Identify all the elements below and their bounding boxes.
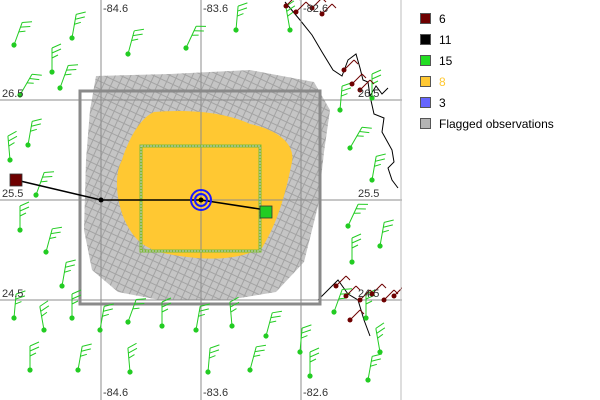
wind-barb bbox=[193, 303, 210, 333]
wind-barb bbox=[97, 303, 114, 333]
outer-analysis-box bbox=[78, 89, 322, 306]
wind-barb bbox=[43, 226, 63, 255]
station-marker bbox=[283, 0, 300, 9]
forecast-cone bbox=[116, 111, 293, 259]
station-marker bbox=[369, 283, 387, 297]
wind-barb bbox=[229, 296, 240, 329]
longitude-label-top: -83.6 bbox=[203, 3, 228, 15]
longitude-label-bottom: -84.6 bbox=[103, 387, 128, 399]
tick-labels: -84.6 -84.6 -83.6 -83.6 -82.6 -82.6 26.5 26.5 25… bbox=[2, 3, 379, 399]
latitude-label-left: 24.5 bbox=[2, 288, 23, 300]
station-marker bbox=[357, 79, 375, 93]
station-marker bbox=[341, 59, 359, 73]
legend-swatch bbox=[420, 13, 431, 24]
wind-barb bbox=[369, 69, 382, 101]
legend-label: Flagged observations bbox=[439, 116, 554, 131]
station-marker bbox=[343, 285, 361, 299]
legend-label: 11 bbox=[439, 32, 452, 47]
wind-barb bbox=[377, 219, 394, 249]
wind-barb bbox=[49, 43, 62, 75]
track-point bbox=[98, 197, 104, 203]
wind-barb bbox=[57, 64, 79, 91]
wind-barb bbox=[33, 171, 55, 198]
wind-barb bbox=[125, 298, 147, 325]
wind-barb bbox=[363, 289, 376, 321]
wind-barb bbox=[345, 203, 368, 229]
station-marker bbox=[391, 287, 402, 299]
wind-barb bbox=[347, 126, 372, 151]
latitude-label-right: 26.5 bbox=[358, 88, 379, 100]
latitude-label-left: 25.5 bbox=[2, 188, 23, 200]
wind-barb bbox=[159, 297, 172, 329]
inner-grey-box bbox=[140, 145, 261, 252]
station-marker bbox=[319, 3, 337, 17]
latitude-label-right: 25.5 bbox=[358, 188, 379, 200]
wind-barb bbox=[127, 342, 138, 375]
latitude-label-right: 24.5 bbox=[358, 288, 379, 300]
legend-label: 3 bbox=[439, 95, 446, 110]
longitude-label-top: -82.6 bbox=[303, 3, 328, 15]
wind-barb bbox=[337, 82, 352, 113]
station-marker bbox=[347, 309, 365, 323]
wind-barbs bbox=[7, 0, 394, 383]
map-canvas[interactable]: -84.6 -84.6 -83.6 -83.6 -82.6 -82.6 26.5 26.5 25… bbox=[0, 0, 402, 400]
wind-barb bbox=[125, 28, 145, 57]
legend-label: 15 bbox=[439, 53, 453, 68]
longitude-label-bottom: -83.6 bbox=[203, 387, 228, 399]
station-marker bbox=[293, 1, 311, 15]
wind-barb bbox=[331, 288, 353, 315]
station-marker bbox=[349, 73, 367, 87]
track-square-marker bbox=[9, 173, 23, 187]
legend-item: 3 bbox=[420, 92, 595, 113]
storm-center-marker bbox=[190, 189, 212, 211]
legend-item: 8 bbox=[420, 71, 595, 92]
wind-barb bbox=[369, 153, 386, 183]
wind-barb bbox=[247, 344, 267, 373]
wind-barb bbox=[69, 11, 86, 41]
station-marker bbox=[333, 275, 351, 289]
wind-barb bbox=[297, 324, 312, 355]
legend-swatch bbox=[420, 34, 431, 45]
wind-barb bbox=[307, 347, 320, 379]
wind-barb bbox=[59, 259, 76, 289]
wind-barb bbox=[7, 130, 18, 163]
latitude-label-left: 26.5 bbox=[2, 88, 23, 100]
legend-swatch bbox=[420, 97, 431, 108]
legend: 6 11 15 8 3 Flagged observations bbox=[420, 8, 595, 134]
legend-item: 15 bbox=[420, 50, 595, 71]
legend-swatch bbox=[420, 76, 431, 87]
legend-item: 6 bbox=[420, 8, 595, 29]
wind-barb bbox=[183, 25, 206, 51]
station-markers bbox=[283, 0, 402, 323]
wind-barb bbox=[205, 344, 220, 375]
wind-barb bbox=[25, 118, 42, 148]
wind-barb bbox=[11, 21, 33, 48]
wind-barb bbox=[285, 0, 296, 33]
wind-barb bbox=[17, 73, 42, 98]
longitude-label-top: -84.6 bbox=[103, 3, 128, 15]
wind-barb bbox=[365, 353, 382, 383]
wind-barb bbox=[17, 201, 30, 233]
legend-label: 8 bbox=[439, 74, 446, 89]
legend-swatch bbox=[420, 118, 431, 129]
legend-swatch bbox=[420, 55, 431, 66]
legend-label: 6 bbox=[439, 11, 446, 26]
wind-barb bbox=[27, 341, 40, 373]
longitude-label-bottom: -82.6 bbox=[303, 387, 328, 399]
wind-barb bbox=[39, 300, 50, 333]
wind-barb bbox=[349, 233, 362, 265]
track-square-marker bbox=[259, 205, 273, 219]
wind-barb bbox=[11, 290, 26, 321]
station-marker bbox=[309, 0, 327, 11]
legend-item: Flagged observations bbox=[420, 113, 595, 134]
wind-barb bbox=[375, 322, 386, 355]
storm-track bbox=[9, 173, 273, 219]
wind-barb bbox=[75, 343, 92, 373]
legend-item: 11 bbox=[420, 29, 595, 50]
wind-barb bbox=[263, 310, 283, 339]
map-panel[interactable]: -84.6 -84.6 -83.6 -83.6 -82.6 -82.6 26.5 26.5 25… bbox=[0, 0, 402, 400]
wind-barb bbox=[69, 289, 82, 321]
wind-barb bbox=[233, 2, 248, 33]
